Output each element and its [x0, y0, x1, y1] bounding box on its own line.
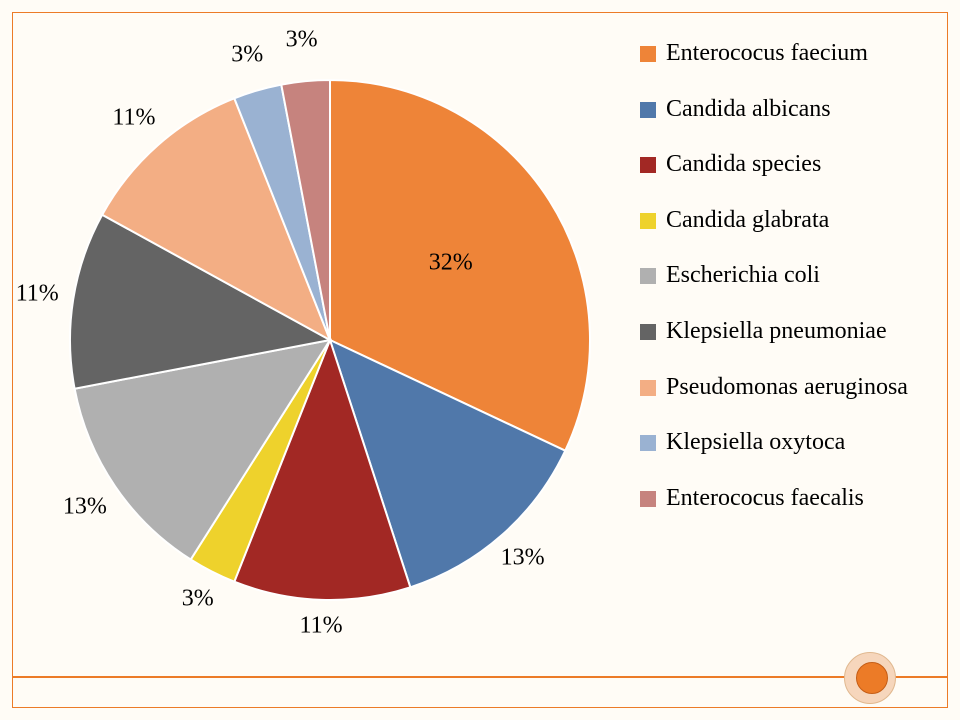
legend-label: Enterococus faecium	[666, 40, 940, 68]
legend-swatch	[640, 102, 656, 118]
pie-data-label: 11%	[299, 612, 342, 639]
legend-label: Candida albicans	[666, 96, 940, 124]
legend-label: Enterococus faecalis	[666, 485, 940, 513]
legend-item: Escherichia coli	[640, 262, 940, 290]
legend-item: Candida albicans	[640, 96, 940, 124]
legend-swatch	[640, 157, 656, 173]
corner-circle-inner	[856, 662, 888, 694]
legend-item: Candida species	[640, 151, 940, 179]
legend-item: Klepsiella oxytoca	[640, 429, 940, 457]
legend-swatch	[640, 268, 656, 284]
legend-label: Candida glabrata	[666, 207, 940, 235]
pie-data-label: 13%	[63, 493, 107, 520]
pie-data-label: 32%	[429, 250, 473, 277]
pie-chart: 32%13%11%3%13%11%11%3%3%	[60, 40, 600, 660]
legend-swatch	[640, 213, 656, 229]
legend-label: Escherichia coli	[666, 262, 940, 290]
legend-swatch	[640, 46, 656, 62]
pie-data-label: 3%	[286, 26, 318, 53]
legend-item: Candida glabrata	[640, 207, 940, 235]
legend-label: Pseudomonas aeruginosa	[666, 374, 940, 402]
pie-canvas: 32%13%11%3%13%11%11%3%3%	[60, 70, 600, 610]
pie-data-label: 3%	[182, 586, 214, 613]
legend-item: Enterococus faecium	[640, 40, 940, 68]
legend-item: Enterococus faecalis	[640, 485, 940, 513]
legend-label: Klepsiella oxytoca	[666, 429, 940, 457]
pie-data-label: 11%	[16, 280, 59, 307]
legend-swatch	[640, 435, 656, 451]
pie-data-label: 13%	[501, 545, 545, 572]
legend-swatch	[640, 491, 656, 507]
accent-line	[12, 676, 948, 678]
pie-data-label: 11%	[112, 104, 155, 131]
legend-label: Candida species	[666, 151, 940, 179]
legend-swatch	[640, 324, 656, 340]
legend-swatch	[640, 380, 656, 396]
legend-label: Klepsiella pneumoniae	[666, 318, 940, 346]
pie-data-label: 3%	[231, 42, 263, 69]
legend: Enterococus faecium Candida albicans Candi…	[640, 40, 940, 540]
legend-item: Klepsiella pneumoniae	[640, 318, 940, 346]
legend-item: Pseudomonas aeruginosa	[640, 374, 940, 402]
